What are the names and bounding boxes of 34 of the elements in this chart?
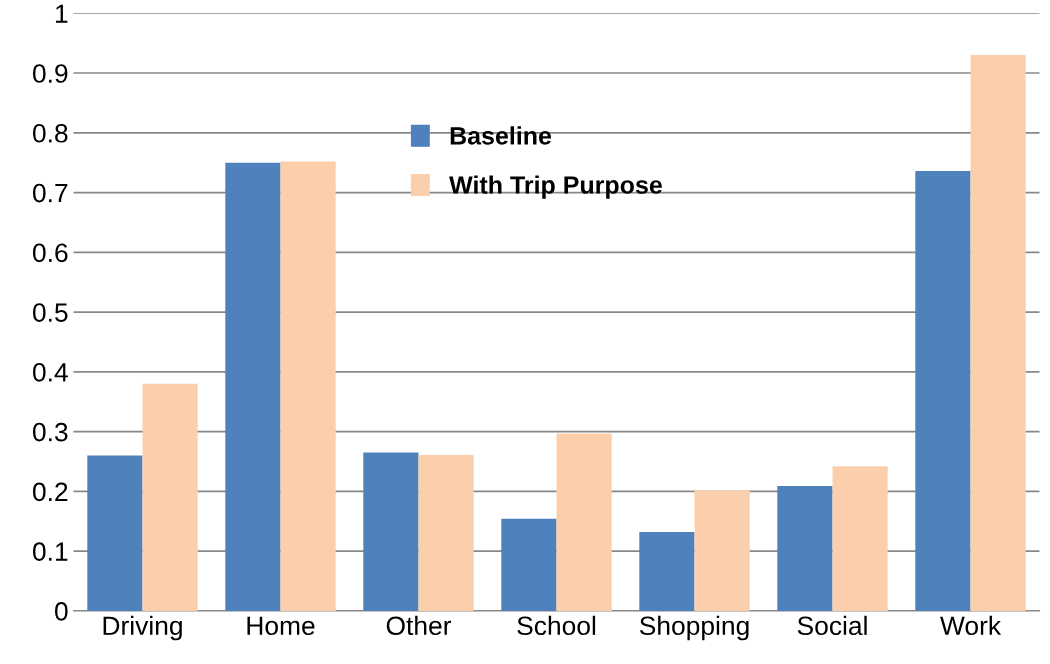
bar bbox=[363, 452, 419, 611]
x-tick-label: Home bbox=[247, 616, 315, 636]
y-tick-label: 1 bbox=[55, 4, 68, 23]
bar bbox=[915, 171, 971, 611]
y-tick-label: 0.5 bbox=[32, 303, 68, 322]
x-tick-label: Work bbox=[940, 615, 1002, 636]
y-tick-label: 0.9 bbox=[32, 64, 68, 83]
bar bbox=[694, 490, 750, 611]
bar bbox=[556, 433, 612, 611]
legend-label: With Trip Purpose bbox=[449, 175, 662, 199]
y-tick-label: 0.3 bbox=[32, 422, 68, 442]
y-tick-label: 0.8 bbox=[32, 123, 68, 143]
x-tick-label: Shopping bbox=[639, 615, 749, 641]
bar bbox=[970, 55, 1026, 611]
bar bbox=[777, 485, 833, 611]
x-tick-label: Social bbox=[797, 615, 867, 636]
y-tick-label: 0.2 bbox=[32, 482, 68, 502]
x-tick-label: Other bbox=[386, 615, 452, 636]
bar bbox=[280, 161, 336, 611]
bar bbox=[225, 162, 281, 611]
legend-label: Baseline bbox=[450, 126, 552, 145]
y-tick-label: 0 bbox=[55, 602, 68, 621]
bar bbox=[87, 455, 143, 611]
bar bbox=[639, 532, 695, 611]
bar bbox=[501, 518, 557, 611]
bar bbox=[142, 383, 198, 611]
bar bbox=[832, 466, 888, 611]
y-tick-label: 0.6 bbox=[32, 243, 68, 263]
y-tick-label: 0.4 bbox=[32, 362, 68, 382]
x-tick-label: School bbox=[517, 615, 596, 636]
x-tick-label: Driving bbox=[103, 615, 182, 641]
y-tick-label: 0.7 bbox=[32, 183, 68, 203]
bar bbox=[418, 454, 474, 611]
y-tick-label: 0.1 bbox=[32, 542, 68, 561]
